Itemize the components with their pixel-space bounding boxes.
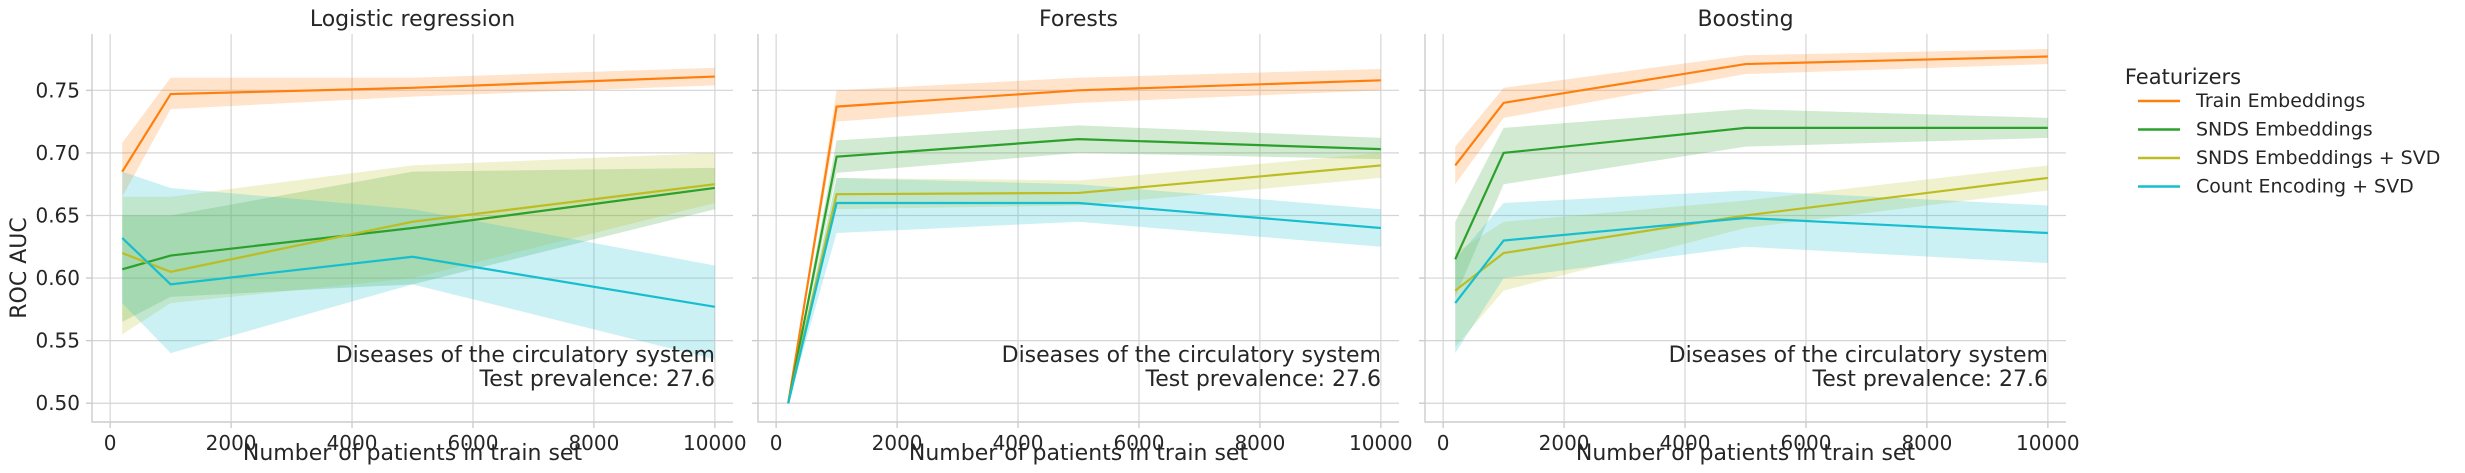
panel-title: Logistic regression <box>310 7 515 32</box>
x-tick-label: 4000 <box>327 431 378 455</box>
confidence-band <box>788 125 1381 404</box>
confidence-band <box>788 69 1381 404</box>
x-tick-label: 4000 <box>993 431 1044 455</box>
series-line <box>121 237 716 308</box>
annotation-title: Diseases of the circulatory system <box>336 343 715 368</box>
x-tick-label: 2000 <box>206 431 257 455</box>
y-tick-label: 0.55 <box>35 329 80 353</box>
x-tick-label: 6000 <box>448 431 499 455</box>
x-tick-label: 10000 <box>683 431 747 455</box>
confidence-band <box>122 152 715 335</box>
annotation-prevalence: Test prevalence: 27.6 <box>1812 367 2049 392</box>
annotation-title: Diseases of the circulatory system <box>1669 343 2048 368</box>
x-axis-label: Number of patients in train set <box>909 441 1249 466</box>
legend-item: SNDS Embeddings <box>2138 119 2373 141</box>
y-tick-label: 0.65 <box>35 203 80 227</box>
confidence-band <box>1455 49 2048 185</box>
x-axis-label: Number of patients in train set <box>243 441 583 466</box>
x-tick-label: 4000 <box>1660 431 1711 455</box>
series-line <box>787 201 1381 404</box>
x-tick-label: 8000 <box>568 431 619 455</box>
series-line <box>787 138 1381 404</box>
series-line <box>121 75 715 173</box>
confidence-band <box>122 171 715 360</box>
legend-item: Train Embeddings <box>2138 90 2365 112</box>
panel-title: Boosting <box>1697 7 1793 32</box>
confidence-band <box>122 167 715 322</box>
confidence-band <box>1455 109 2048 297</box>
legend-label: SNDS Embeddings <box>2196 119 2373 141</box>
y-tick-label: 0.75 <box>35 78 80 102</box>
series-line <box>1454 55 2048 167</box>
y-tick-label: 0.70 <box>35 141 80 165</box>
panel-2: 0 2000 4000 6000 8000 10000 Forests Number of p… <box>752 7 1413 466</box>
panel-title: Forests <box>1039 7 1118 32</box>
y-tick-label: 0.50 <box>35 391 80 415</box>
confidence-band <box>122 67 715 197</box>
x-tick-label: 0 <box>1437 431 1450 455</box>
x-tick-label: 10000 <box>1349 431 1413 455</box>
x-tick-label: 6000 <box>1781 431 1832 455</box>
x-tick-label: 2000 <box>872 431 923 455</box>
y-axis-label: ROC AUC <box>7 217 32 318</box>
x-tick-label: 8000 <box>1901 431 1952 455</box>
legend: Featurizers Train Embeddings SNDS Embeddi… <box>2125 65 2440 198</box>
series-line <box>787 79 1381 404</box>
x-axis-label: Number of patients in train set <box>1576 441 1916 466</box>
x-tick-label: 2000 <box>1539 431 1590 455</box>
x-tick-label: 0 <box>770 431 783 455</box>
legend-item: Count Encoding + SVD <box>2138 176 2414 198</box>
legend-item: SNDS Embeddings + SVD <box>2138 147 2440 169</box>
legend-title: Featurizers <box>2125 65 2241 89</box>
x-tick-label: 10000 <box>2016 431 2080 455</box>
confidence-band <box>1455 165 2048 347</box>
series-line <box>1454 216 2048 304</box>
x-tick-label: 6000 <box>1114 431 1165 455</box>
legend-label: Train Embeddings <box>2195 90 2365 112</box>
x-tick-label: 8000 <box>1234 431 1285 455</box>
panels-container: 0 2000 4000 6000 8000 10000 0.50 0.55 0.60 0.65 0.… <box>35 7 2079 466</box>
series-line <box>1454 126 2048 260</box>
confidence-band <box>788 177 1381 404</box>
panel-1: 0 2000 4000 6000 8000 10000 0.50 0.55 0.60 0.65 0.… <box>35 7 746 466</box>
panel-3: 0 2000 4000 6000 8000 10000 Boosting Number of … <box>1419 7 2080 466</box>
annotation-prevalence: Test prevalence: 27.6 <box>1145 367 1382 392</box>
y-tick-label: 0.60 <box>35 266 80 290</box>
legend-label: Count Encoding + SVD <box>2196 176 2414 198</box>
x-tick-label: 0 <box>104 431 117 455</box>
legend-label: SNDS Embeddings + SVD <box>2196 147 2440 169</box>
annotation-title: Diseases of the circulatory system <box>1002 343 1381 368</box>
annotation-prevalence: Test prevalence: 27.6 <box>479 367 716 392</box>
